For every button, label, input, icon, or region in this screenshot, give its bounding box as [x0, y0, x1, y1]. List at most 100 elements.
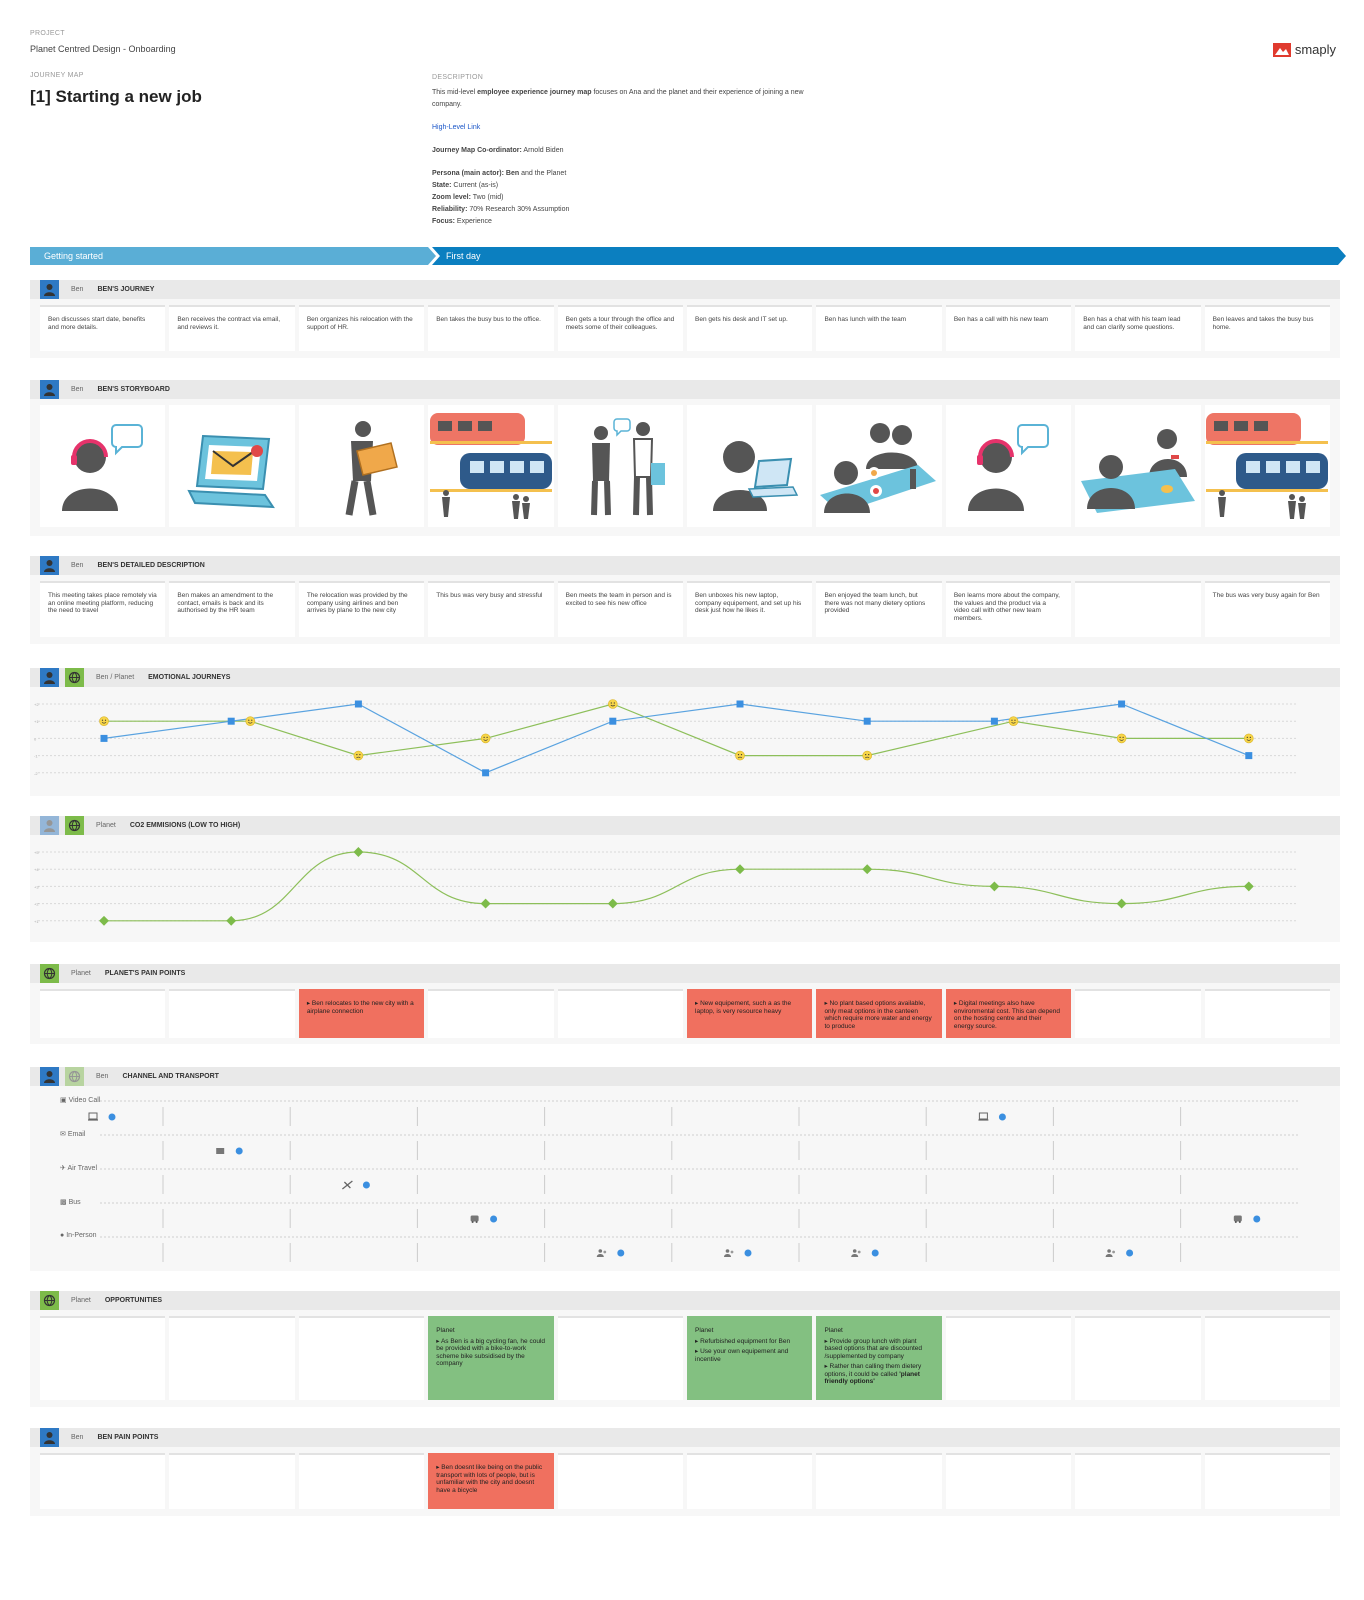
pain-cell[interactable] — [816, 1453, 942, 1509]
pain-point-card[interactable]: Ben relocates to the new city with a air… — [298, 989, 425, 1038]
storyboard-frame[interactable] — [687, 405, 813, 527]
lane-header[interactable]: Ben BEN'S STORYBOARD — [30, 380, 1340, 399]
storyboard-frame[interactable] — [40, 405, 166, 527]
smaply-logo[interactable]: smaply — [1272, 42, 1336, 57]
journey-step[interactable]: Ben organizes his relocation with the su… — [298, 305, 425, 351]
detail-cell[interactable] — [1075, 581, 1201, 637]
face-eye — [104, 719, 107, 721]
persona: Persona (main actor): Ben and the Planet — [432, 168, 832, 180]
pain-cell[interactable] — [40, 989, 166, 1038]
face-mouth — [483, 739, 488, 741]
journey-step[interactable]: Ben discusses start date, benefits and m… — [40, 305, 166, 351]
y-tick-label: -2 — [34, 771, 38, 776]
opportunity-cell[interactable] — [298, 1316, 425, 1400]
detail-cell[interactable]: This meeting takes place remotely via an… — [40, 581, 166, 637]
opportunity-cell[interactable] — [557, 1316, 684, 1400]
storyboard-frame[interactable] — [1075, 405, 1201, 527]
pain-cell[interactable] — [1204, 1453, 1331, 1509]
detail-cell[interactable]: Ben learns more about the company, the v… — [945, 581, 1072, 637]
face-eye — [1246, 736, 1248, 738]
stage-first-day[interactable]: First day — [432, 247, 1346, 265]
y-tick-label: +2 — [34, 902, 39, 907]
detail-cell[interactable]: Ben enjoyed the team lunch, but there wa… — [816, 581, 942, 637]
lane-header[interactable]: Ben BEN PAIN POINTS — [30, 1428, 1340, 1447]
page-title[interactable]: [1] Starting a new job — [30, 87, 202, 106]
lane-header[interactable]: Ben BEN'S JOURNEY — [30, 280, 1340, 299]
state-label: State: — [432, 182, 452, 189]
journey-step[interactable]: Ben has a chat with his team lead and ca… — [1075, 305, 1201, 351]
planet-avatar — [65, 668, 84, 687]
opportunity-cell[interactable] — [945, 1316, 1072, 1400]
lane-ben-pain-points: Ben BEN PAIN POINTS Ben doesnt like bein… — [30, 1428, 1340, 1516]
channel-label-text: Air Travel — [67, 1165, 97, 1172]
reliability: Reliability: 70% Research 30% Assumption — [432, 204, 832, 216]
journey-step[interactable]: Ben has a call with his new team — [945, 305, 1072, 351]
planet-emotion-point — [607, 699, 618, 709]
journey-step[interactable]: Ben leaves and takes the busy bus home. — [1204, 305, 1331, 351]
storyboard-frame[interactable] — [169, 405, 295, 527]
storyboard-frame[interactable] — [1204, 405, 1331, 527]
storyboard-frame[interactable] — [428, 405, 554, 527]
detail-cell[interactable]: This bus was very busy and stressful — [428, 581, 554, 637]
people-icon — [725, 1249, 730, 1253]
detail-cell[interactable]: Ben makes an amendment to the contact, e… — [169, 581, 295, 637]
face-eye — [356, 754, 358, 756]
journey-cells: Ben discusses start date, benefits and m… — [30, 299, 1340, 351]
journey-step[interactable]: Ben gets a tour through the office and m… — [557, 305, 684, 351]
detail-cell[interactable]: The relocation was provided by the compa… — [298, 581, 425, 637]
person-icon — [44, 672, 55, 684]
opportunity-cell[interactable] — [169, 1316, 295, 1400]
project-name[interactable]: Planet Centred Design - Onboarding — [30, 44, 176, 54]
pain-cell[interactable] — [40, 1453, 166, 1509]
journey-step[interactable]: Ben takes the busy bus to the office. — [428, 305, 554, 351]
journey-step[interactable]: Ben receives the contract via email, and… — [169, 305, 295, 351]
face-eye — [1119, 736, 1121, 738]
pain-cell[interactable] — [428, 989, 554, 1038]
high-level-link[interactable]: High-Level Link — [432, 124, 481, 131]
opportunity-cell[interactable] — [1204, 1316, 1331, 1400]
opportunity-card[interactable]: Planet Provide group lunch with plant ba… — [816, 1316, 942, 1400]
pain-cell[interactable] — [687, 1453, 813, 1509]
pain-point-card[interactable]: No plant based options available, only m… — [816, 989, 942, 1038]
detail-cell[interactable]: Ben meets the team in person and is exci… — [557, 581, 684, 637]
lane-header[interactable]: Ben BEN'S DETAILED DESCRIPTION — [30, 556, 1340, 575]
journey-step[interactable]: Ben gets his desk and IT set up. — [687, 305, 813, 351]
lane-header[interactable]: Ben / Planet EMOTIONAL JOURNEYS — [30, 668, 1340, 687]
pain-cell[interactable] — [557, 1453, 684, 1509]
storyboard-frame[interactable] — [557, 405, 684, 527]
detail-cell[interactable]: The bus was very busy again for Ben — [1204, 581, 1331, 637]
opportunity-card[interactable]: Planet Refurbished equipment for Ben Use… — [687, 1316, 813, 1400]
pain-cell[interactable] — [1204, 989, 1331, 1038]
pain-cell[interactable] — [1075, 1453, 1201, 1509]
pain-cell[interactable] — [1075, 989, 1201, 1038]
opportunity-cell[interactable] — [1075, 1316, 1201, 1400]
smaply-logo-icon — [1272, 42, 1291, 57]
pain-cell[interactable] — [169, 989, 295, 1038]
pain-point-card[interactable]: Ben doesnt like being on the public tran… — [428, 1453, 554, 1509]
pain-point-card[interactable]: New equipement, such a as the laptop, is… — [687, 989, 813, 1038]
pain-cell[interactable] — [169, 1453, 295, 1509]
lane-header[interactable]: Ben CHANNEL AND TRANSPORT — [30, 1067, 1340, 1086]
lane-header[interactable]: Planet CO2 EMMISIONS (LOW TO HIGH) — [30, 816, 1340, 835]
ben-emotion-point — [609, 717, 617, 725]
journey-step[interactable]: Ben has lunch with the team — [816, 305, 942, 351]
opportunity-cell[interactable] — [40, 1316, 166, 1400]
lane-header[interactable]: Planet PLANET'S PAIN POINTS — [30, 964, 1340, 983]
opportunity-card[interactable]: Planet As Ben is a big cycling fan, he c… — [428, 1316, 554, 1400]
pain-cell[interactable] — [298, 1453, 425, 1509]
pain-point-card[interactable]: Digital meetings also have environmental… — [945, 989, 1072, 1038]
storyboard-frame[interactable] — [298, 405, 425, 527]
person-icon — [44, 820, 55, 832]
lane-header[interactable]: Planet OPPORTUNITIES — [30, 1291, 1340, 1310]
detail-cell[interactable]: Ben unboxes his new laptop, company equi… — [687, 581, 813, 637]
lane-title: PLANET'S PAIN POINTS — [104, 970, 186, 977]
pain-cell[interactable] — [557, 989, 684, 1038]
channel-label-text: Bus — [68, 1199, 81, 1206]
journey-map-label: JOURNEY MAP — [30, 72, 84, 79]
pain-cell[interactable] — [945, 1453, 1072, 1509]
people-icon-body — [851, 1254, 859, 1257]
storyboard-frame[interactable] — [945, 405, 1072, 527]
reliability-label: Reliability: — [432, 206, 468, 213]
stage-getting-started[interactable]: Getting started — [30, 247, 436, 265]
storyboard-frame[interactable] — [816, 405, 942, 527]
